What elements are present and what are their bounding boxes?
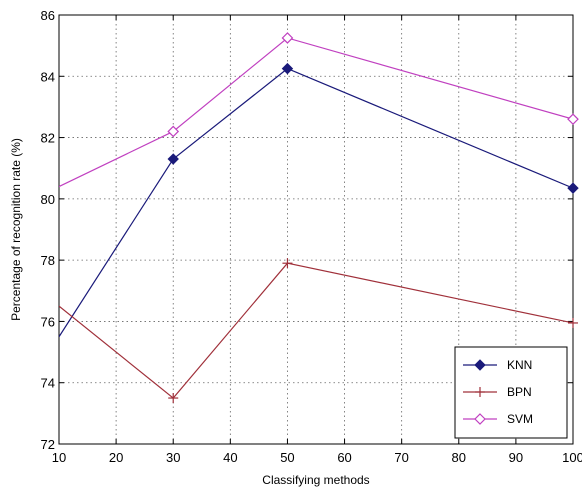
data-point-bpn [282,258,293,269]
x-tick-label: 30 [166,450,180,465]
data-point-knn [567,182,579,194]
series-bpn [59,258,578,404]
legend-marker-knn [474,359,486,371]
y-tick-label: 78 [41,253,55,268]
legend-label-bpn: BPN [507,385,532,399]
y-tick-label: 86 [41,8,55,23]
legend-label-svm: SVM [507,412,533,426]
data-point-svm [281,32,294,44]
grid-layer [59,15,573,444]
legend-label-knn: KNN [507,358,532,372]
series-line-svm [59,37,573,188]
x-tick-label: 100 [562,450,582,465]
y-tick-label: 82 [41,131,55,146]
y-tick-label: 76 [41,314,55,329]
y-tick-label: 72 [41,437,55,452]
y-tick-label: 84 [41,69,55,84]
x-tick-label: 10 [52,450,66,465]
legend-marker-svm [474,413,486,425]
series-knn [59,62,579,338]
x-axis-label: Classifying methods [262,473,369,487]
y-tick-label: 74 [41,376,55,391]
series-line-bpn [59,262,573,399]
data-point-knn [281,62,294,75]
x-tick-label: 60 [337,450,351,465]
legend: KNN BPN SVM [454,346,568,439]
series-svm [59,32,579,188]
legend-item-knn: KNN [463,358,532,372]
data-point-bpn [568,317,578,328]
y-tick-label: 80 [41,192,55,207]
data-point-svm [567,113,579,126]
x-tick-label: 20 [109,450,123,465]
data-point-svm [167,125,180,138]
legend-item-bpn: BPN [463,385,532,399]
x-tick-label: 90 [509,450,523,465]
legend-item-svm: SVM [463,412,533,426]
data-point-knn [167,153,179,165]
series-layer [59,32,579,404]
x-tick-label: 70 [394,450,408,465]
data-point-bpn [168,393,179,404]
x-tick-label: 50 [280,450,294,465]
legend-marker-bpn [475,387,485,397]
ticks-layer: 10 20 30 40 50 60 70 80 90 100 72 74 76 78 80 82 84 86 [41,8,582,465]
y-axis-label: Percentage of recognition rate (%) [9,138,23,321]
x-tick-label: 40 [223,450,237,465]
plot-area-frame [58,14,574,445]
series-line-knn [59,67,573,338]
x-tick-label: 80 [452,450,466,465]
